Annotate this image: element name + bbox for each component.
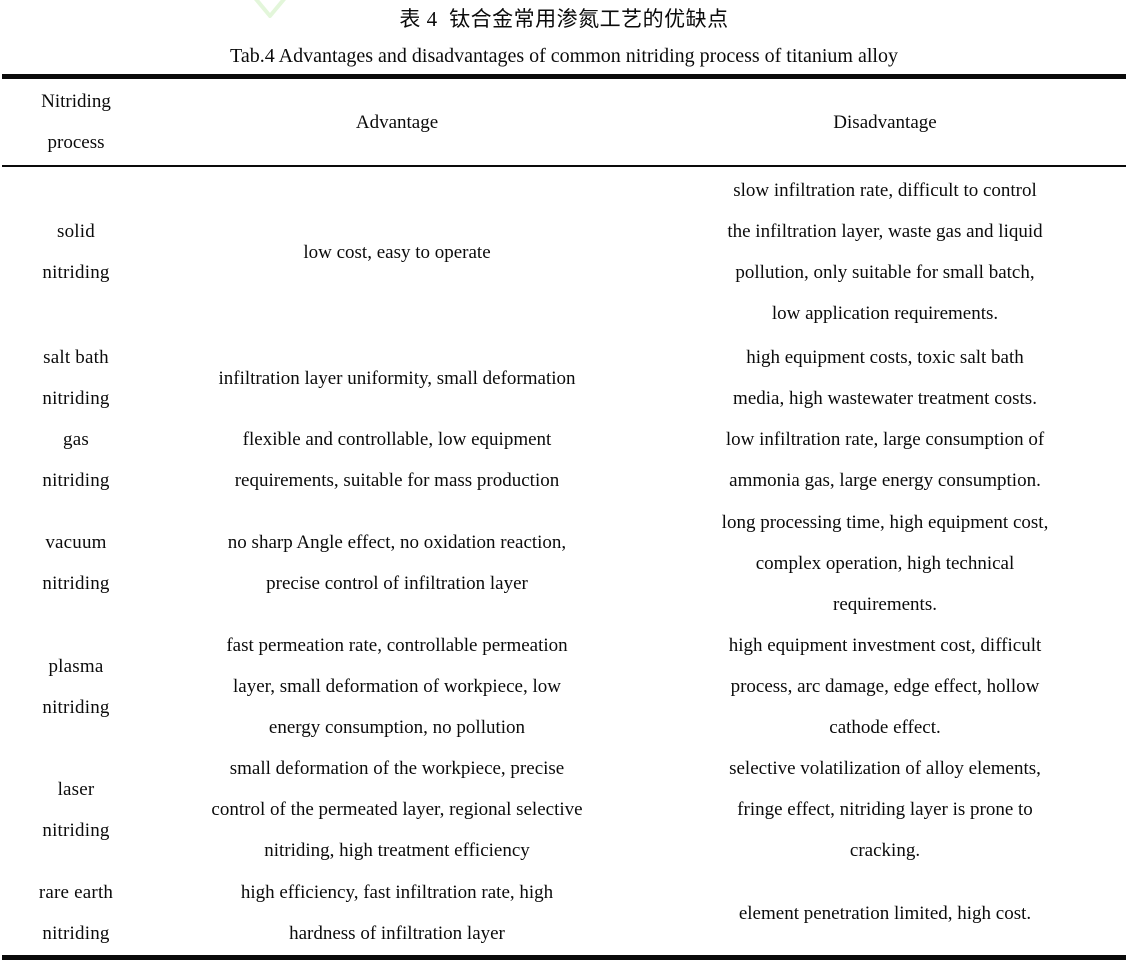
advantage-line: fast permeation rate, controllable perme… <box>226 635 568 656</box>
cell-process: rare earth nitriding <box>2 871 150 955</box>
advantage-line: hardness of infiltration layer <box>289 923 505 944</box>
advantage-line: no sharp Angle effect, no oxidation reac… <box>227 532 567 553</box>
advantage-line: control of the permeated layer, regional… <box>211 799 583 820</box>
cell-disadvantage: element penetration limited, high cost. <box>644 871 1126 955</box>
table-row: solid nitriding low cost, easy to operat… <box>2 167 1126 337</box>
cell-disadvantage: high equipment investment cost, difficul… <box>644 625 1126 748</box>
cell-advantage: low cost, easy to operate <box>150 167 644 337</box>
column-header-process-line1: Nitriding <box>41 91 111 112</box>
cell-advantage: small deformation of the workpiece, prec… <box>150 748 644 871</box>
disadvantage-line: high equipment costs, toxic salt bath <box>746 347 1024 368</box>
disadvantage-line: low application requirements. <box>771 303 999 324</box>
advantage-line: high efficiency, fast infiltration rate,… <box>240 882 554 903</box>
cell-disadvantage: low infiltration rate, large consumption… <box>644 419 1126 501</box>
advantage-line: precise control of infiltration layer <box>266 573 528 594</box>
advantage-line: low cost, easy to operate <box>303 241 491 263</box>
cell-process: vacuum nitriding <box>2 501 150 625</box>
column-header-advantage: Advantage <box>355 111 439 133</box>
table-header-row: Nitriding process Advantage Disadvantage <box>2 79 1126 165</box>
table-row: laser nitriding small deformation of the… <box>2 748 1126 871</box>
column-header-process: Nitriding process <box>2 79 150 165</box>
process-line: nitriding <box>42 819 110 841</box>
table-title-chinese: 表 4 钛合金常用渗氮工艺的优缺点 <box>399 7 729 31</box>
disadvantage-line: slow infiltration rate, difficult to con… <box>733 180 1037 201</box>
cell-advantage: no sharp Angle effect, no oxidation reac… <box>150 501 644 625</box>
process-line: nitriding <box>42 573 110 594</box>
column-header-process-line2: process <box>47 132 105 153</box>
process-line: nitriding <box>42 470 110 491</box>
cell-advantage: high efficiency, fast infiltration rate,… <box>150 871 644 955</box>
disadvantage-line: requirements. <box>833 593 937 615</box>
disadvantage-line: ammonia gas, large energy consumption. <box>729 470 1041 491</box>
nitriding-process-table-body: solid nitriding low cost, easy to operat… <box>2 167 1126 955</box>
cell-process: gas nitriding <box>2 419 150 501</box>
process-line: plasma <box>48 655 104 677</box>
cell-process: laser nitriding <box>2 748 150 871</box>
disadvantage-line: element penetration limited, high cost. <box>738 902 1032 924</box>
advantage-line: energy consumption, no pollution <box>268 717 526 738</box>
disadvantage-line: high equipment investment cost, difficul… <box>728 635 1042 656</box>
advantage-line: flexible and controllable, low equipment <box>242 429 552 450</box>
cell-advantage: flexible and controllable, low equipment… <box>150 419 644 501</box>
table-row: vacuum nitriding no sharp Angle effect, … <box>2 501 1126 625</box>
disadvantage-line: cathode effect. <box>829 717 941 738</box>
process-line: gas <box>63 429 89 450</box>
column-header-disadvantage: Disadvantage <box>833 111 937 133</box>
cell-disadvantage: selective volatilization of alloy elemen… <box>644 748 1126 871</box>
disadvantage-line: pollution, only suitable for small batch… <box>735 262 1035 283</box>
disadvantage-line: the infiltration layer, waste gas and li… <box>727 221 1043 242</box>
table-row: plasma nitriding fast permeation rate, c… <box>2 625 1126 748</box>
process-line: solid <box>57 221 95 242</box>
disadvantage-line: cracking. <box>849 840 921 861</box>
table-row: salt bath nitriding infiltration layer u… <box>2 337 1126 419</box>
cell-advantage: infiltration layer uniformity, small def… <box>150 337 644 419</box>
process-line: nitriding <box>42 923 110 944</box>
nitriding-process-table: Nitriding process Advantage Disadvantage <box>2 79 1126 165</box>
table-header: Nitriding process Advantage Disadvantage <box>2 79 1126 165</box>
cell-disadvantage: high equipment costs, toxic salt bath me… <box>644 337 1126 419</box>
process-line: rare earth <box>38 882 114 903</box>
disadvantage-line: fringe effect, nitriding layer is prone … <box>737 799 1033 820</box>
table-row: gas nitriding flexible and controllable,… <box>2 419 1126 501</box>
table-header-rule <box>2 165 1126 167</box>
table-bottom-rule <box>2 955 1126 960</box>
process-line: nitriding <box>42 388 110 409</box>
table-body: solid nitriding low cost, easy to operat… <box>2 167 1126 955</box>
cell-process: solid nitriding <box>2 167 150 337</box>
process-line: nitriding <box>42 696 110 718</box>
cell-advantage: fast permeation rate, controllable perme… <box>150 625 644 748</box>
cell-disadvantage: long processing time, high equipment cos… <box>644 501 1126 625</box>
disadvantage-line: media, high wastewater treatment costs. <box>733 388 1037 409</box>
advantage-line: requirements, suitable for mass producti… <box>234 470 560 491</box>
disadvantage-line: selective volatilization of alloy elemen… <box>729 758 1041 779</box>
disadvantage-line: complex operation, high technical <box>755 552 1015 574</box>
process-line: laser <box>57 778 95 800</box>
process-line: nitriding <box>42 262 110 283</box>
advantage-line: infiltration layer uniformity, small def… <box>218 367 576 389</box>
process-line: salt bath <box>43 347 109 368</box>
table-title-english: Tab.4 Advantages and disadvantages of co… <box>230 45 898 67</box>
advantage-line: nitriding, high treatment efficiency <box>264 840 530 861</box>
advantage-line: layer, small deformation of workpiece, l… <box>233 676 561 697</box>
cell-disadvantage: slow infiltration rate, difficult to con… <box>644 167 1126 337</box>
disadvantage-line: process, arc damage, edge effect, hollow <box>730 676 1040 697</box>
table-row: rare earth nitriding high efficiency, fa… <box>2 871 1126 955</box>
table-top-rule <box>2 74 1126 79</box>
process-line: vacuum <box>45 532 107 553</box>
disadvantage-line: long processing time, high equipment cos… <box>721 511 1049 533</box>
cell-process: salt bath nitriding <box>2 337 150 419</box>
advantage-line: small deformation of the workpiece, prec… <box>229 758 565 779</box>
disadvantage-line: low infiltration rate, large consumption… <box>725 429 1045 450</box>
cell-process: plasma nitriding <box>2 625 150 748</box>
